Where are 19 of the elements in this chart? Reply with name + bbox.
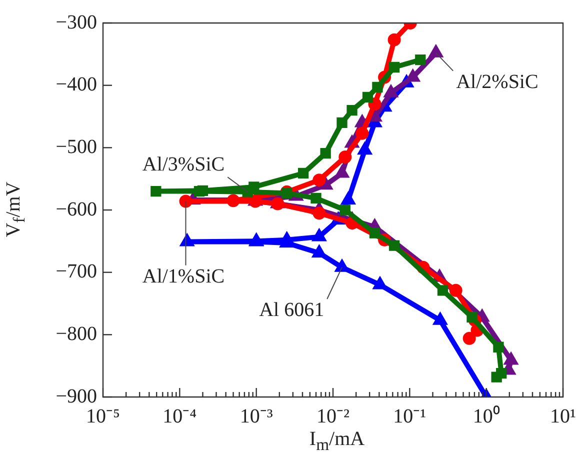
y-tick-label: −700	[56, 260, 97, 283]
y-tick-label: −900	[56, 385, 97, 408]
y-tick-label: −400	[56, 74, 97, 96]
y-tick-label: −600	[56, 198, 97, 220]
series-label: Al 6061	[259, 299, 324, 322]
y-tick-label: −300	[56, 11, 97, 34]
x-tick-label: 10⁻⁴	[162, 405, 197, 428]
x-tick-label: 10¹	[550, 405, 576, 428]
x-tick-label: 10⁻⁵	[86, 405, 120, 428]
text: Al/1%SiC	[142, 266, 225, 288]
y-tick-label: −500	[56, 136, 97, 158]
x-tick-label: 10⁻³	[240, 405, 273, 428]
x-tick-label: 10⁻²	[316, 405, 350, 428]
y-tick-label: −800	[56, 322, 97, 345]
series-label: Al/2%SiC	[456, 71, 538, 94]
x-tick-label: 10⁻¹	[393, 405, 426, 428]
x-tick-label: 10⁰	[472, 404, 500, 428]
x-axis-title: I$_{m}$/mA	[308, 428, 366, 455]
series-label: Al/3%SiC	[142, 153, 225, 176]
